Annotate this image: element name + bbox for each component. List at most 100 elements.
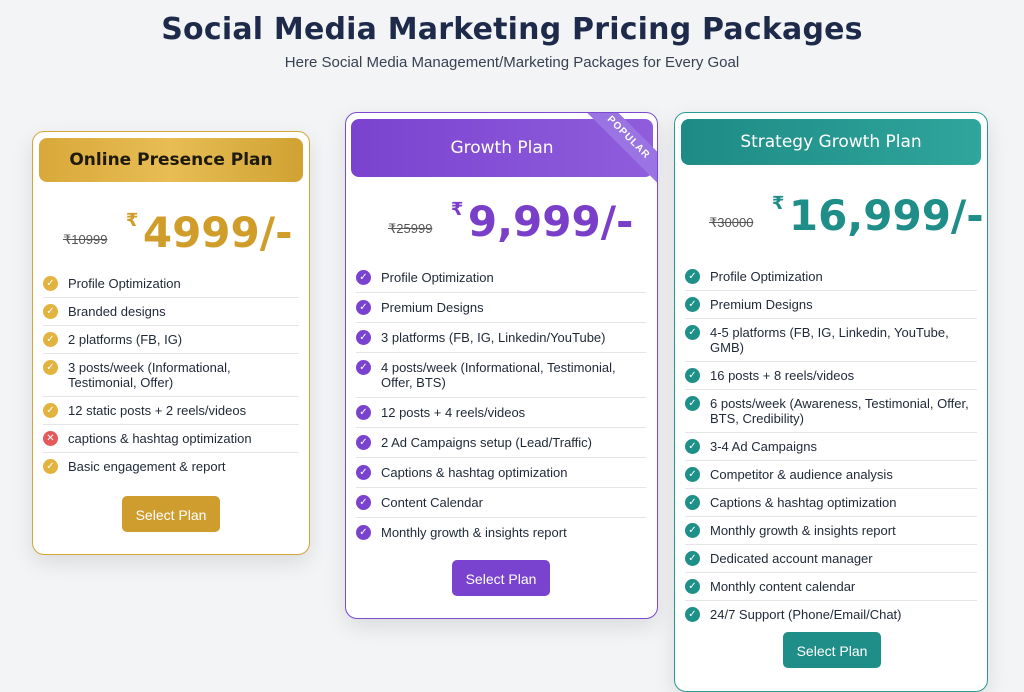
feature-item: ✓ 2 platforms (FB, IG) <box>43 326 299 354</box>
feature-item: ✓ 12 posts + 4 reels/videos <box>356 398 646 428</box>
feature-text: Captions & hashtag optimization <box>710 495 897 510</box>
plan-price: 9,999/- <box>467 197 634 246</box>
feature-list: ✓ Profile Optimization ✓ Premium Designs ✓… <box>356 263 646 548</box>
feature-text: captions & hashtag optimization <box>68 431 252 446</box>
feature-item: ✓ 4 posts/week (Informational, Testimonia… <box>356 353 646 398</box>
feature-item: ✓ 3 platforms (FB, IG, Linkedin/YouTube) <box>356 323 646 353</box>
check-icon: ✓ <box>43 360 58 375</box>
check-icon: ✓ <box>356 270 371 285</box>
check-icon: ✓ <box>685 439 700 454</box>
old-price: ₹25999 <box>388 221 433 236</box>
check-icon: ✓ <box>685 495 700 510</box>
check-icon: ✓ <box>685 368 700 383</box>
feature-item: ✓ 3-4 Ad Campaigns <box>685 433 977 461</box>
plan-price: 4999/- <box>142 208 293 257</box>
feature-text: 6 posts/week (Awareness, Testimonial, Of… <box>710 396 969 426</box>
plan-price: 16,999/- <box>788 191 984 240</box>
feature-item: ✓ 6 posts/week (Awareness, Testimonial, O… <box>685 390 977 433</box>
feature-text: Monthly growth & insights report <box>381 525 567 540</box>
feature-text: 4-5 platforms (FB, IG, Linkedin, YouTube… <box>710 325 949 355</box>
page-title: Social Media Marketing Pricing Packages <box>161 12 863 47</box>
feature-text: 2 platforms (FB, IG) <box>68 332 183 347</box>
check-icon: ✓ <box>43 459 58 474</box>
feature-text: Premium Designs <box>381 300 484 315</box>
check-icon: ✓ <box>356 435 371 450</box>
feature-list: ✓ Profile Optimization ✓ Premium Designs ✓… <box>685 263 977 629</box>
check-icon: ✓ <box>43 332 58 347</box>
plan-card-online-presence: Online Presence Plan ₹10999 ₹ 4999/- ✓ Pr… <box>32 131 310 555</box>
feature-text: 16 posts + 8 reels/videos <box>710 368 855 383</box>
feature-text: Captions & hashtag optimization <box>381 465 568 480</box>
check-icon: ✓ <box>685 467 700 482</box>
check-icon: ✓ <box>356 495 371 510</box>
select-plan-button[interactable]: Select Plan <box>783 632 881 668</box>
feature-item: ✓ 12 static posts + 2 reels/videos <box>43 397 299 425</box>
feature-item: ✓ Premium Designs <box>356 293 646 323</box>
price-row: ₹30000 ₹ 16,999/- <box>709 193 984 239</box>
feature-text: Premium Designs <box>710 297 813 312</box>
feature-text: Monthly content calendar <box>710 579 856 594</box>
feature-text: 3-4 Ad Campaigns <box>710 439 817 454</box>
feature-text: 12 static posts + 2 reels/videos <box>68 403 247 418</box>
feature-item: ✓ Branded designs <box>43 298 299 326</box>
feature-item: ✓ 24/7 Support (Phone/Email/Chat) <box>685 601 977 629</box>
feature-item: ✓ 4-5 platforms (FB, IG, Linkedin, YouTub… <box>685 319 977 362</box>
feature-item: ✓ 16 posts + 8 reels/videos <box>685 362 977 390</box>
feature-text: Monthly growth & insights report <box>710 523 896 538</box>
select-plan-button[interactable]: Select Plan <box>122 496 220 532</box>
plan-title: Online Presence Plan <box>39 138 303 182</box>
check-icon: ✓ <box>685 523 700 538</box>
feature-item: ✓ Dedicated account manager <box>685 545 977 573</box>
feature-text: 3 posts/week (Informational, Testimonial… <box>68 360 231 390</box>
feature-item: ✓ 2 Ad Campaigns setup (Lead/Traffic) <box>356 428 646 458</box>
feature-item: ✓ Profile Optimization <box>685 263 977 291</box>
check-icon: ✓ <box>356 330 371 345</box>
check-icon: ✓ <box>43 276 58 291</box>
feature-item: ✓ Basic engagement & report <box>43 453 299 481</box>
old-price: ₹30000 <box>709 215 754 230</box>
feature-text: Profile Optimization <box>68 276 181 291</box>
feature-item: ✓ Profile Optimization <box>43 270 299 298</box>
plan-card-strategy-growth: Strategy Growth Plan ₹30000 ₹ 16,999/- ✓… <box>674 112 988 692</box>
feature-item: ✓ Captions & hashtag optimization <box>685 489 977 517</box>
feature-text: Content Calendar <box>381 495 483 510</box>
check-icon: ✓ <box>685 551 700 566</box>
feature-item: ✓ Content Calendar <box>356 488 646 518</box>
check-icon: ✓ <box>685 396 700 411</box>
price-row: ₹25999 ₹ 9,999/- <box>388 199 633 245</box>
check-icon: ✓ <box>356 300 371 315</box>
plan-title: Strategy Growth Plan <box>681 119 981 165</box>
feature-item: ✓ Profile Optimization <box>356 263 646 293</box>
check-icon: ✓ <box>685 269 700 284</box>
feature-item: ✓ Monthly content calendar <box>685 573 977 601</box>
check-icon: ✓ <box>43 304 58 319</box>
feature-text: Profile Optimization <box>381 270 494 285</box>
page-subtitle: Here Social Media Management/Marketing P… <box>284 54 740 71</box>
feature-text: 24/7 Support (Phone/Email/Chat) <box>710 607 902 622</box>
check-icon: ✓ <box>356 360 371 375</box>
feature-text: 12 posts + 4 reels/videos <box>381 405 526 420</box>
feature-item: ✓ 3 posts/week (Informational, Testimonia… <box>43 354 299 397</box>
check-icon: ✓ <box>685 297 700 312</box>
rupee-symbol: ₹ <box>125 210 139 230</box>
check-icon: ✓ <box>356 465 371 480</box>
cross-icon: ✕ <box>43 431 58 446</box>
rupee-symbol: ₹ <box>771 193 785 213</box>
feature-text: 4 posts/week (Informational, Testimonial… <box>381 360 616 390</box>
feature-item: ✓ Captions & hashtag optimization <box>356 458 646 488</box>
feature-text: Dedicated account manager <box>710 551 873 566</box>
feature-text: Basic engagement & report <box>68 459 226 474</box>
check-icon: ✓ <box>356 525 371 540</box>
feature-text: 3 platforms (FB, IG, Linkedin/YouTube) <box>381 330 606 345</box>
check-icon: ✓ <box>356 405 371 420</box>
feature-text: Profile Optimization <box>710 269 823 284</box>
feature-text: 2 Ad Campaigns setup (Lead/Traffic) <box>381 435 593 450</box>
feature-item: ✓ Competitor & audience analysis <box>685 461 977 489</box>
select-plan-button[interactable]: Select Plan <box>452 560 550 596</box>
price-row: ₹10999 ₹ 4999/- <box>63 210 293 256</box>
feature-item: ✓ Monthly growth & insights report <box>356 518 646 548</box>
plan-card-growth: Growth Plan POPULAR ₹25999 ₹ 9,999/- ✓ Pr… <box>345 112 658 619</box>
feature-item: ✓ Premium Designs <box>685 291 977 319</box>
check-icon: ✓ <box>685 607 700 622</box>
old-price: ₹10999 <box>63 232 108 247</box>
